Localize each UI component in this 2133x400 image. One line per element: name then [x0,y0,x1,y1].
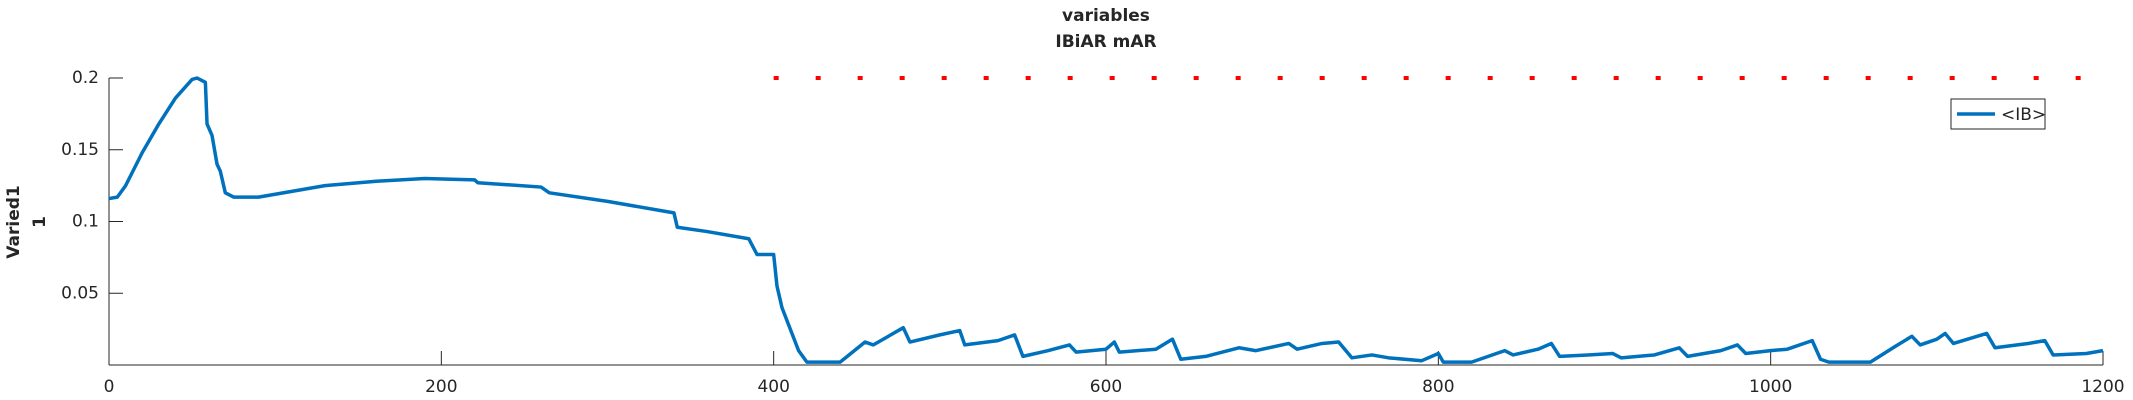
x-tick-label: 200 [425,377,457,397]
x-tick-label: 600 [1090,377,1122,397]
data-line [108,76,2104,364]
chart-subtitle: IBiAR mAR [1055,32,1156,52]
y-tick-label: 0.05 [61,283,99,303]
y-tick-label: 0.2 [72,68,99,88]
x-tick-label: 0 [104,377,115,397]
chart-title: variables [1062,6,1150,26]
legend-label: <IB> [2001,105,2046,125]
x-tick-label: 400 [757,377,789,397]
x-tick-label: 1200 [2081,377,2124,397]
y-tick-label: 0.1 [72,212,99,232]
x-tick-label: 800 [1422,377,1454,397]
y-axis-label: 1 [30,216,50,228]
x-tick-label: 1000 [1749,377,1792,397]
y-tick-label: 0.15 [61,140,99,160]
y-axis-label: Varied1 [4,185,24,258]
